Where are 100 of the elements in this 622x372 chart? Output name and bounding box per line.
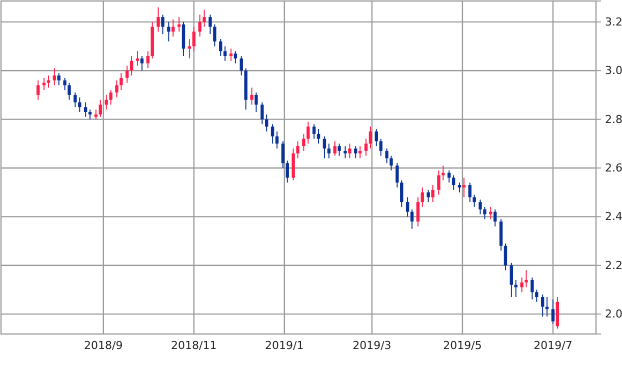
candlestick [316,128,320,144]
candlestick [254,92,258,112]
candlestick [281,140,285,168]
candlestick [98,99,102,118]
candlestick [535,289,538,302]
candlestick [410,208,414,230]
candlestick [270,124,274,144]
candlestick [431,184,434,203]
candlestick [302,133,306,152]
candlestick [296,140,300,159]
candlestick [358,146,362,159]
candlestick [306,121,310,144]
candlestick [223,46,227,62]
y-tick-label: 3.2 [605,15,622,28]
candlestick [130,56,134,76]
y-tick-label: 2.2 [605,258,622,272]
candlestick [437,170,440,196]
candlestick [396,162,399,188]
candlestick [240,56,243,76]
candlestick [514,279,518,298]
candlestick [234,50,238,64]
candlestick [146,50,150,69]
candlestick [504,242,508,271]
candlestick [416,196,420,227]
candlestick [115,80,118,98]
candlestick [208,14,212,35]
candlestick [333,140,336,156]
candlestick [120,72,123,91]
candlestick [109,90,112,106]
candlestick [52,68,56,86]
candlestick [551,298,555,324]
candlestick [426,189,430,203]
y-tick-label: 2.0 [605,308,622,321]
candlestick [545,296,549,317]
candlestick [198,14,202,38]
y-tick-label: 2.4 [605,210,622,224]
x-tick-label: 2018/9 [84,338,123,352]
candlestick [156,6,160,32]
candlestick [354,146,358,159]
x-tick-label: 2019/3 [352,338,392,352]
candlestick [126,65,129,84]
candlestick [385,148,388,164]
candlestick [312,124,316,140]
candlestick [348,143,352,159]
candlestick [68,82,71,100]
candlestick [530,277,534,300]
candlestick [420,186,424,208]
candlestick [510,262,514,298]
y-tick-label: 2.8 [605,112,622,126]
candlestick [494,208,497,227]
candlestick [368,126,372,150]
candlestick [167,21,170,42]
candlestick [88,109,92,120]
candlestick [390,155,393,171]
candlestick [322,136,326,159]
candlestick [260,102,264,125]
candlestick [468,182,472,203]
candlestick [478,199,482,215]
candlestick [140,56,144,72]
y-tick-label: 3.0 [605,64,622,78]
x-tick-label: 2019/7 [534,338,572,352]
candlestick [483,206,486,220]
candlestick [57,72,60,86]
x-tick-label: 2019/5 [443,338,482,352]
candlestick [462,177,466,198]
candlestick [192,26,196,52]
candlestick [452,174,456,190]
candlestick [338,143,341,156]
candlestick [250,87,254,106]
candlestick [520,277,524,293]
x-tick-label: 2019/1 [265,338,304,352]
candlestick [74,92,77,108]
candlestick [524,270,528,288]
candlestick [46,74,50,88]
candlestick [400,180,404,208]
candlestick [63,77,66,91]
candlestick [104,94,108,110]
candlestick [161,14,164,35]
candlestick [136,50,140,66]
candlestick [94,109,98,120]
candlestick [229,48,233,62]
candlestick [219,38,222,57]
candlestick [265,114,268,132]
candlestick [540,294,544,317]
candlestick [36,80,40,100]
candlestick [344,146,347,159]
candlestick [379,138,382,156]
candlestick [458,182,462,193]
candlestick [213,24,216,47]
candlestick [406,196,410,218]
y-tick-label: 2.6 [605,162,622,175]
candlestick [327,143,331,159]
candlestick [275,130,279,150]
candlestick [442,165,445,181]
candlestick [364,138,368,156]
candlestick [84,102,88,118]
x-tick-label: 2018/11 [171,338,217,352]
candlestick [177,16,181,32]
candlestick [202,9,206,28]
candlestick [472,194,476,208]
